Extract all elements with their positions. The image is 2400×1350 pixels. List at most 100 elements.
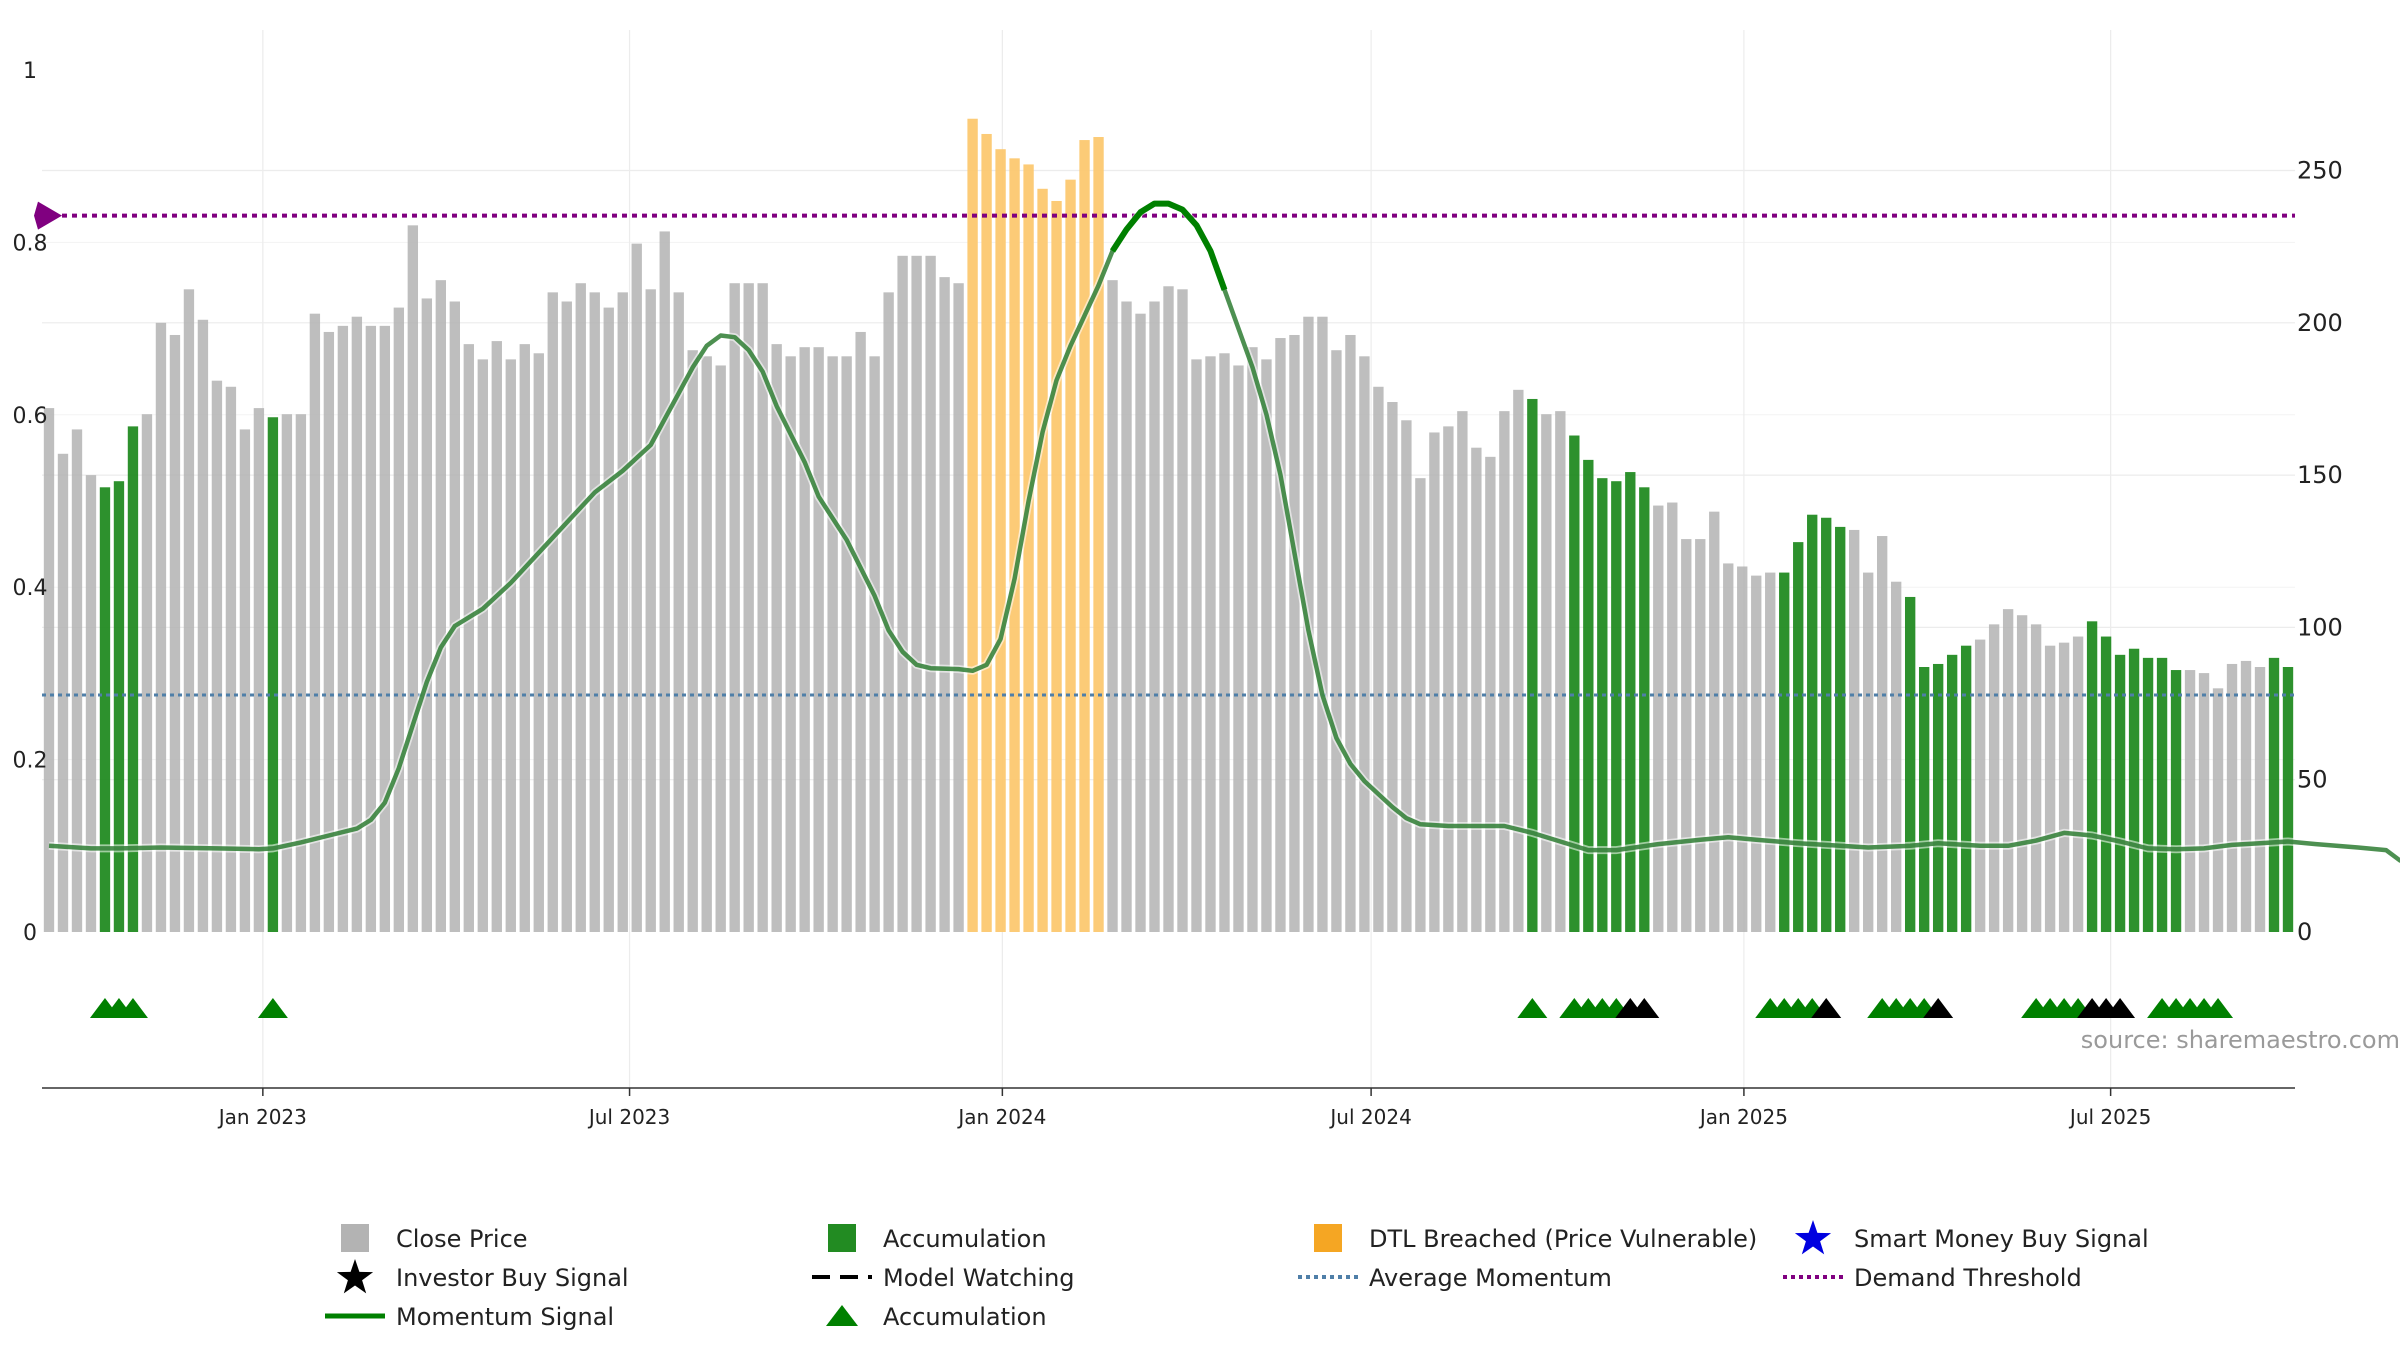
price-bar bbox=[2072, 636, 2084, 932]
price-bar bbox=[1163, 286, 1174, 932]
price-bar bbox=[1918, 667, 1930, 932]
price-bar bbox=[1793, 542, 1804, 932]
price-bar bbox=[813, 347, 824, 933]
price-bar bbox=[1065, 179, 1076, 933]
price-bar bbox=[1275, 338, 1286, 933]
price-bar bbox=[1037, 188, 1048, 933]
price-bar bbox=[729, 283, 740, 932]
legend-label: Accumulation bbox=[883, 1225, 1047, 1253]
price-bar bbox=[1611, 481, 1622, 932]
price-bar bbox=[253, 408, 265, 932]
legend-label: Demand Threshold bbox=[1854, 1264, 2082, 1292]
price-bar bbox=[1527, 398, 1538, 932]
right-tick-label: 200 bbox=[2297, 309, 2343, 337]
price-bar bbox=[1107, 280, 1118, 932]
price-bar bbox=[1191, 359, 1202, 932]
price-bar bbox=[645, 289, 656, 932]
legend-label: Momentum Signal bbox=[396, 1303, 614, 1331]
price-bar bbox=[1373, 386, 1384, 933]
price-bar bbox=[1177, 289, 1188, 932]
price-bar bbox=[1009, 158, 1020, 932]
price-bar bbox=[925, 255, 936, 932]
price-bar bbox=[1821, 517, 1832, 932]
accumulation-triangle-marker bbox=[257, 998, 288, 1018]
x-tick-label: Jul 2023 bbox=[587, 1105, 670, 1129]
price-bar bbox=[197, 319, 209, 932]
price-bar bbox=[1639, 487, 1650, 932]
price-bar bbox=[449, 301, 460, 932]
price-bar bbox=[743, 283, 754, 932]
accumulation-triangle-marker bbox=[117, 998, 148, 1018]
legend-label: Close Price bbox=[396, 1225, 528, 1253]
price-bar bbox=[1471, 447, 1482, 932]
price-bar bbox=[477, 359, 488, 932]
legend-label: Accumulation bbox=[883, 1303, 1047, 1331]
price-bar bbox=[1849, 529, 1860, 932]
price-bar bbox=[1429, 432, 1440, 932]
price-bar bbox=[1890, 581, 1902, 932]
price-bar bbox=[1779, 572, 1790, 932]
price-bar bbox=[1709, 511, 1720, 932]
legend-triangle-icon bbox=[826, 1305, 858, 1326]
price-bar bbox=[1289, 334, 1300, 932]
legend-item: Average Momentum bbox=[1298, 1264, 1612, 1292]
price-bar bbox=[323, 331, 335, 932]
price-bar bbox=[393, 307, 405, 933]
right-tick-label: 100 bbox=[2297, 613, 2343, 641]
price-bar bbox=[939, 277, 950, 933]
price-bar bbox=[1597, 478, 1608, 932]
x-tick-label: Jan 2023 bbox=[217, 1105, 307, 1129]
price-bar bbox=[1149, 301, 1160, 932]
price-bar bbox=[2198, 673, 2210, 932]
left-tick-label: 0.4 bbox=[13, 576, 48, 601]
price-bar bbox=[155, 322, 167, 932]
price-bar bbox=[1359, 356, 1370, 933]
price-bar bbox=[869, 356, 880, 933]
price-bar bbox=[827, 356, 838, 933]
price-bar bbox=[379, 325, 391, 932]
price-bar bbox=[337, 325, 349, 932]
price-bar bbox=[43, 408, 55, 932]
price-bar bbox=[295, 414, 307, 933]
price-bar bbox=[701, 356, 712, 933]
legend-star-icon bbox=[336, 1259, 374, 1294]
accumulation-triangle-marker bbox=[2203, 998, 2234, 1018]
price-bar bbox=[113, 481, 125, 932]
price-bar bbox=[855, 331, 866, 932]
price-bar bbox=[575, 283, 586, 932]
price-bar bbox=[2170, 670, 2182, 932]
price-bar bbox=[407, 225, 419, 932]
price-bar bbox=[2058, 642, 2070, 932]
price-bar bbox=[1317, 316, 1328, 933]
price-bar bbox=[561, 301, 572, 932]
legend-label: Smart Money Buy Signal bbox=[1854, 1225, 2149, 1253]
price-bar bbox=[2212, 688, 2224, 932]
price-bar bbox=[1345, 334, 1356, 932]
price-bar bbox=[1079, 140, 1090, 933]
source-credit: source: sharemaestro.com bbox=[2081, 1026, 2400, 1054]
legend-swatch bbox=[1314, 1224, 1342, 1252]
legend-swatch bbox=[828, 1224, 856, 1252]
price-bar bbox=[771, 344, 782, 932]
price-bar bbox=[1513, 389, 1524, 932]
price-bar bbox=[1737, 566, 1748, 932]
price-bar bbox=[1135, 313, 1146, 932]
legend: Close Price Accumulation DTL Breached (Pri… bbox=[325, 1220, 2149, 1331]
price-bar bbox=[2114, 654, 2126, 932]
axes: Jan 2023 Jul 2023 Jan 2024 Jul 2024 Jan 2025… bbox=[13, 59, 2343, 1129]
price-bar bbox=[2142, 657, 2154, 932]
price-bar bbox=[85, 475, 97, 932]
price-bar bbox=[1247, 347, 1258, 933]
legend-star-icon bbox=[1794, 1220, 1832, 1255]
price-bar bbox=[2156, 657, 2168, 932]
price-bar bbox=[239, 429, 251, 932]
x-tick-label: Jul 2025 bbox=[2068, 1105, 2151, 1129]
x-tick-label: Jul 2024 bbox=[1328, 1105, 1411, 1129]
price-bar bbox=[1093, 137, 1104, 932]
price-bar bbox=[995, 149, 1006, 933]
right-tick-label: 150 bbox=[2297, 461, 2343, 489]
price-bar bbox=[211, 380, 223, 932]
price-bar bbox=[267, 417, 279, 932]
price-bar bbox=[99, 487, 111, 932]
